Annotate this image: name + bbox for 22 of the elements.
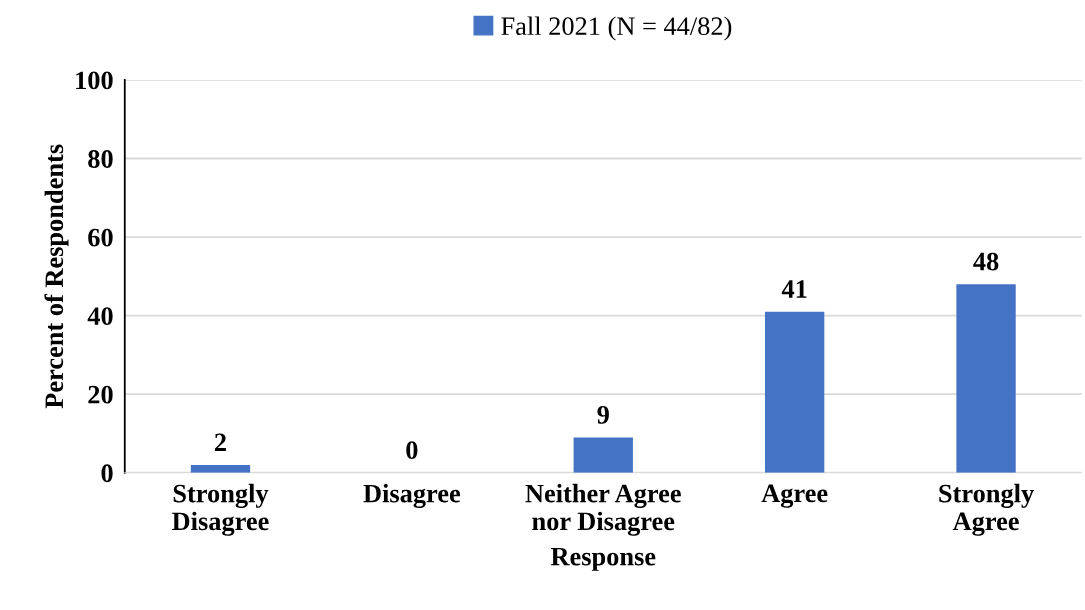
data-label: 0 bbox=[406, 441, 418, 460]
data-label: 2 bbox=[214, 433, 226, 451]
data-label: 9 bbox=[597, 405, 609, 424]
y-tick-label: 40 bbox=[87, 307, 113, 326]
bar bbox=[764, 311, 825, 473]
y-tick-label: 0 bbox=[101, 464, 113, 483]
legend-label: Fall 2021 (N = 44/82) bbox=[501, 16, 732, 41]
x-tick-label: Strongly Agree bbox=[939, 483, 1034, 536]
data-label: 41 bbox=[781, 280, 807, 298]
data-label: 48 bbox=[973, 252, 999, 271]
y-tick-label: 80 bbox=[88, 150, 113, 168]
y-tick-label: 100 bbox=[76, 71, 113, 90]
x-tick-label: Neither Agree nor Disagree bbox=[525, 483, 681, 536]
x-tick-label: Strongly Disagree bbox=[172, 483, 269, 536]
bar bbox=[956, 284, 1016, 473]
x-axis-title: Response bbox=[550, 547, 656, 571]
bar bbox=[573, 437, 633, 473]
y-axis-title: Percent of Respondents bbox=[44, 144, 69, 409]
x-tick-label: Agree bbox=[761, 484, 828, 508]
x-tick-label: Disagree bbox=[363, 483, 461, 508]
y-tick-label: 20 bbox=[88, 385, 113, 404]
y-tick-label: 60 bbox=[88, 228, 113, 247]
